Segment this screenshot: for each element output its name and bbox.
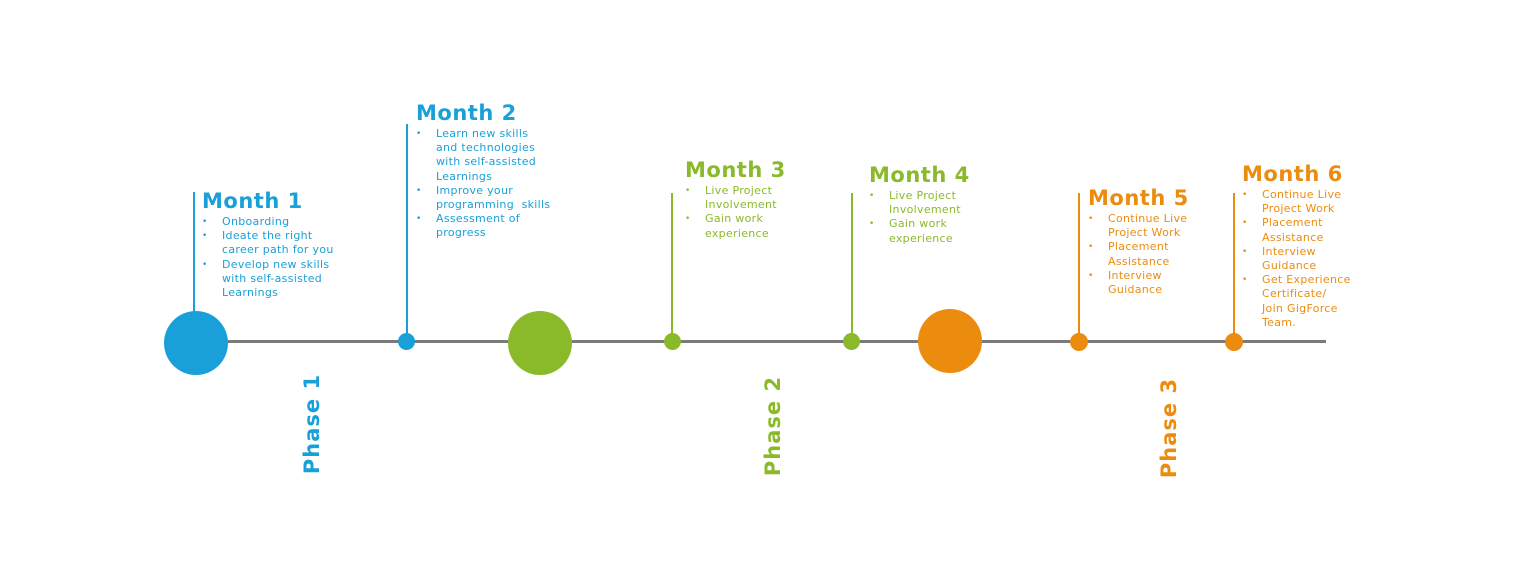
month-6-bullet-item: Get Experience Certificate/ Join GigForc…: [1242, 273, 1351, 330]
month-6-bullet-item: Continue Live Project Work: [1242, 188, 1351, 216]
month-1-block: Month 1 OnboardingIdeate the right caree…: [202, 189, 334, 300]
month-5-title: Month 5: [1088, 186, 1189, 210]
month-3-title: Month 3: [685, 158, 786, 182]
month-6-bullet-item: Placement Assistance: [1242, 216, 1351, 244]
month-5-bullet-item: Placement Assistance: [1088, 240, 1189, 268]
phase-2-circle: [508, 311, 572, 375]
month-2-title: Month 2: [416, 101, 517, 125]
month-1-bullet-item: Onboarding: [202, 215, 334, 229]
month-4-title: Month 4: [869, 163, 970, 187]
month-2-dot: [398, 333, 415, 350]
phase-1-circle: [164, 311, 228, 375]
month-3-block: Month 3 Live Project InvolvementGain wor…: [685, 158, 786, 241]
month-5-bullet-item: Continue Live Project Work: [1088, 212, 1189, 240]
month-4-bullet-item: Live Project Involvement: [869, 189, 970, 217]
month-2-stem: [406, 124, 408, 342]
month-5-block: Month 5 Continue Live Project WorkPlacem…: [1088, 186, 1189, 297]
phase-1-label: Phase 1: [300, 373, 324, 475]
month-1-bullet-item: Develop new skills with self-assisted Le…: [202, 258, 334, 301]
month-2-block: Month 2 Learn new skills and technologie…: [416, 101, 550, 241]
month-2-bullet-item: Learn new skills and technologies with s…: [416, 127, 550, 184]
month-4-bullets: Live Project InvolvementGain work experi…: [869, 189, 970, 246]
month-1-title: Month 1: [202, 189, 303, 213]
month-6-bullet-item: Interview Guidance: [1242, 245, 1351, 273]
month-3-bullet-item: Live Project Involvement: [685, 184, 786, 212]
month-4-bullet-item: Gain work experience: [869, 217, 970, 245]
month-6-stem: [1233, 193, 1235, 342]
month-3-stem: [671, 193, 673, 342]
month-5-bullet-item: Interview Guidance: [1088, 269, 1189, 297]
month-6-title: Month 6: [1242, 162, 1343, 186]
phase-3-circle: [918, 309, 982, 373]
month-4-dot: [843, 333, 860, 350]
month-2-bullet-item: Improve your programming skills: [416, 184, 550, 212]
timeline-axis: [196, 340, 1326, 343]
month-3-bullets: Live Project InvolvementGain work experi…: [685, 184, 786, 241]
month-2-bullets: Learn new skills and technologies with s…: [416, 127, 550, 241]
month-5-dot: [1070, 333, 1088, 351]
month-3-bullet-item: Gain work experience: [685, 212, 786, 240]
month-6-dot: [1225, 333, 1243, 351]
month-5-bullets: Continue Live Project WorkPlacement Assi…: [1088, 212, 1189, 297]
month-1-bullets: OnboardingIdeate the right career path f…: [202, 215, 334, 300]
month-2-bullet-item: Assessment of progress: [416, 212, 550, 240]
phase-2-label: Phase 2: [761, 375, 785, 477]
month-1-stem: [193, 192, 195, 342]
month-6-bullets: Continue Live Project WorkPlacement Assi…: [1242, 188, 1351, 330]
month-4-stem: [851, 193, 853, 342]
month-6-block: Month 6 Continue Live Project WorkPlacem…: [1242, 162, 1351, 330]
month-3-dot: [664, 333, 681, 350]
month-5-stem: [1078, 193, 1080, 342]
phase-3-label: Phase 3: [1157, 377, 1181, 479]
month-4-block: Month 4 Live Project InvolvementGain wor…: [869, 163, 970, 246]
month-1-bullet-item: Ideate the right career path for you: [202, 229, 334, 257]
